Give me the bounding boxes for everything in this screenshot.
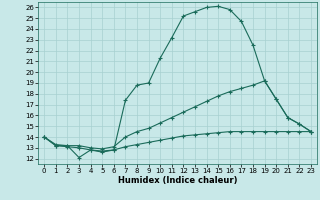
X-axis label: Humidex (Indice chaleur): Humidex (Indice chaleur)	[118, 176, 237, 185]
